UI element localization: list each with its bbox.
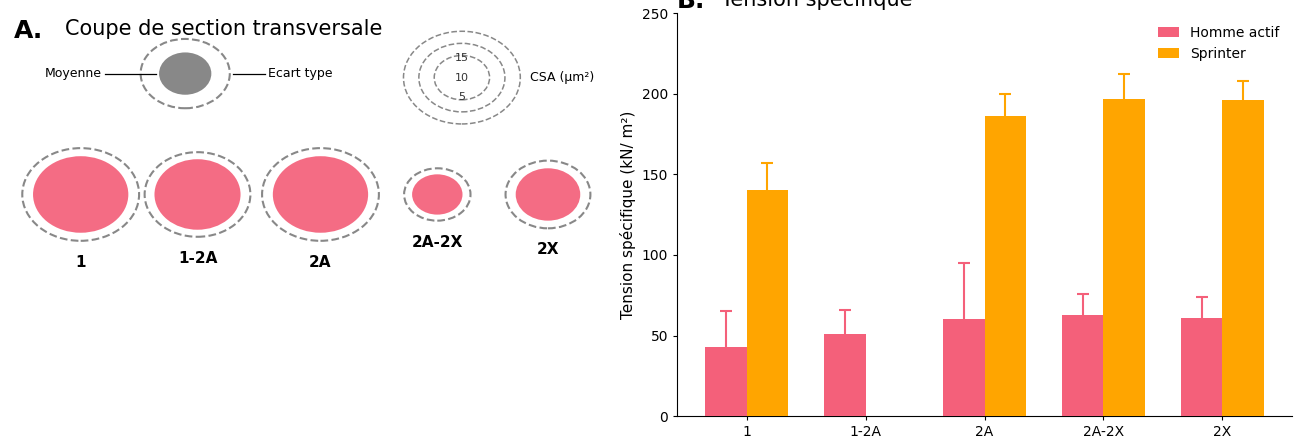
Bar [984,117,1026,416]
Bar [1223,100,1265,416]
Bar [823,334,865,416]
Text: Coupe de section transversale: Coupe de section transversale [65,19,382,39]
Text: Moyenne: Moyenne [46,67,102,80]
Ellipse shape [33,156,128,233]
Text: 2A-2X: 2A-2X [411,235,463,250]
Text: 2X: 2X [536,242,560,258]
Text: CSA (µm²): CSA (µm²) [530,71,594,84]
Ellipse shape [154,159,240,230]
Ellipse shape [273,156,368,233]
Bar [705,347,746,416]
Y-axis label: Tension spécifique (kN/ m²): Tension spécifique (kN/ m²) [620,110,636,319]
Ellipse shape [412,174,462,215]
Text: 10: 10 [455,73,468,83]
Ellipse shape [515,168,581,221]
Text: 1: 1 [76,255,86,270]
Bar [944,319,984,416]
Text: 1-2A: 1-2A [177,251,217,266]
Text: 2A: 2A [309,255,331,270]
Text: 5: 5 [458,92,466,102]
Text: Ecart type: Ecart type [269,67,333,80]
Bar [1104,99,1144,416]
Text: Tension spécifique: Tension spécifique [722,0,914,11]
Legend: Homme actif, Sprinter: Homme actif, Sprinter [1152,20,1285,66]
Bar [746,191,788,416]
Ellipse shape [159,53,211,95]
Bar [1181,318,1223,416]
Text: B.: B. [677,0,706,13]
Text: A.: A. [13,19,43,43]
Bar [1062,314,1104,416]
Text: 15: 15 [455,53,468,63]
